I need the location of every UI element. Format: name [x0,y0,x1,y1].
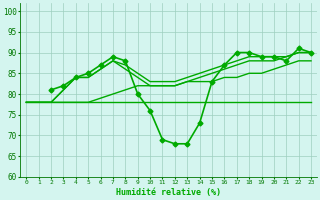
X-axis label: Humidité relative (%): Humidité relative (%) [116,188,221,197]
